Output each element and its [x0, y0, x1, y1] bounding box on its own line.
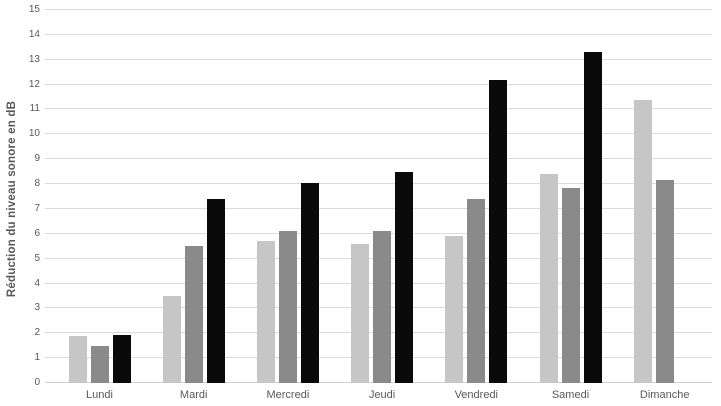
- gridline: [45, 83, 712, 85]
- bar-group-mercredi: [256, 182, 319, 383]
- y-tick-label: 13: [28, 53, 40, 65]
- bar-group-lundi: [68, 334, 131, 383]
- y-tick-label: 4: [34, 277, 40, 289]
- gridline: [45, 58, 712, 60]
- gridline: [45, 183, 712, 185]
- bar-group-dimanche: [633, 99, 696, 383]
- bar-group-jeudi: [351, 171, 414, 383]
- x-category-label: Samedi: [551, 389, 590, 401]
- x-category-label: Mardi: [179, 389, 208, 401]
- x-category-label: Dimanche: [639, 389, 690, 401]
- gridline: [45, 207, 712, 209]
- y-tick-label: 14: [28, 28, 40, 40]
- bar-light-gray-bars-dimanche: [633, 99, 652, 383]
- gridline: [45, 33, 712, 35]
- y-tick-label: 3: [34, 302, 40, 314]
- x-category-label: Vendredi: [454, 389, 499, 401]
- y-tick-label: 9: [34, 153, 40, 165]
- gridline: [45, 158, 712, 160]
- bar-black-bars-lundi: [112, 334, 131, 383]
- bar-medium-gray-bars-jeudi: [373, 231, 392, 383]
- y-tick-label: 1: [34, 352, 40, 364]
- y-tick-label: 6: [34, 227, 40, 239]
- bar-medium-gray-bars-lundi: [90, 345, 109, 383]
- bar-group-vendredi: [445, 79, 508, 383]
- y-tick-label: 15: [28, 4, 40, 15]
- bar-light-gray-bars-mardi: [162, 295, 181, 383]
- plot-area: [45, 9, 712, 383]
- bar-group-mardi: [162, 199, 225, 383]
- y-axis-title: Réduction du niveau sonore en dB: [6, 100, 18, 298]
- bar-light-gray-bars-jeudi: [351, 243, 370, 383]
- bar-black-bars-mercredi: [300, 182, 319, 383]
- bar-medium-gray-bars-dimanche: [655, 180, 674, 383]
- y-tick-label: 0: [34, 377, 40, 388]
- x-category-label: Jeudi: [368, 389, 396, 401]
- y-tick-label: 8: [34, 178, 40, 190]
- bar-black-bars-samedi: [583, 52, 602, 383]
- gridline: [45, 9, 712, 10]
- y-tick-label: 10: [28, 128, 40, 140]
- y-tick-label: 5: [34, 252, 40, 264]
- x-category-label: Mercredi: [266, 389, 310, 401]
- bar-black-bars-vendredi: [489, 79, 508, 383]
- x-category-label: Lundi: [86, 389, 113, 401]
- y-tick-label: 2: [34, 327, 40, 339]
- y-tick-label: 7: [34, 202, 40, 214]
- bar-medium-gray-bars-mercredi: [278, 231, 297, 383]
- gridline: [45, 133, 712, 135]
- bar-medium-gray-bars-vendredi: [467, 199, 486, 383]
- bar-light-gray-bars-lundi: [68, 335, 87, 383]
- bar-medium-gray-bars-samedi: [561, 187, 580, 383]
- bar-black-bars-mardi: [206, 199, 225, 383]
- bar-light-gray-bars-vendredi: [445, 236, 464, 383]
- bar-medium-gray-bars-mardi: [184, 246, 203, 383]
- y-tick-label: 11: [29, 103, 40, 115]
- bar-black-bars-jeudi: [395, 171, 414, 383]
- bar-group-samedi: [539, 52, 602, 383]
- gridline: [45, 108, 712, 110]
- bar-light-gray-bars-samedi: [539, 174, 558, 383]
- y-tick-label: 12: [28, 78, 40, 90]
- bar-light-gray-bars-mercredi: [256, 241, 275, 383]
